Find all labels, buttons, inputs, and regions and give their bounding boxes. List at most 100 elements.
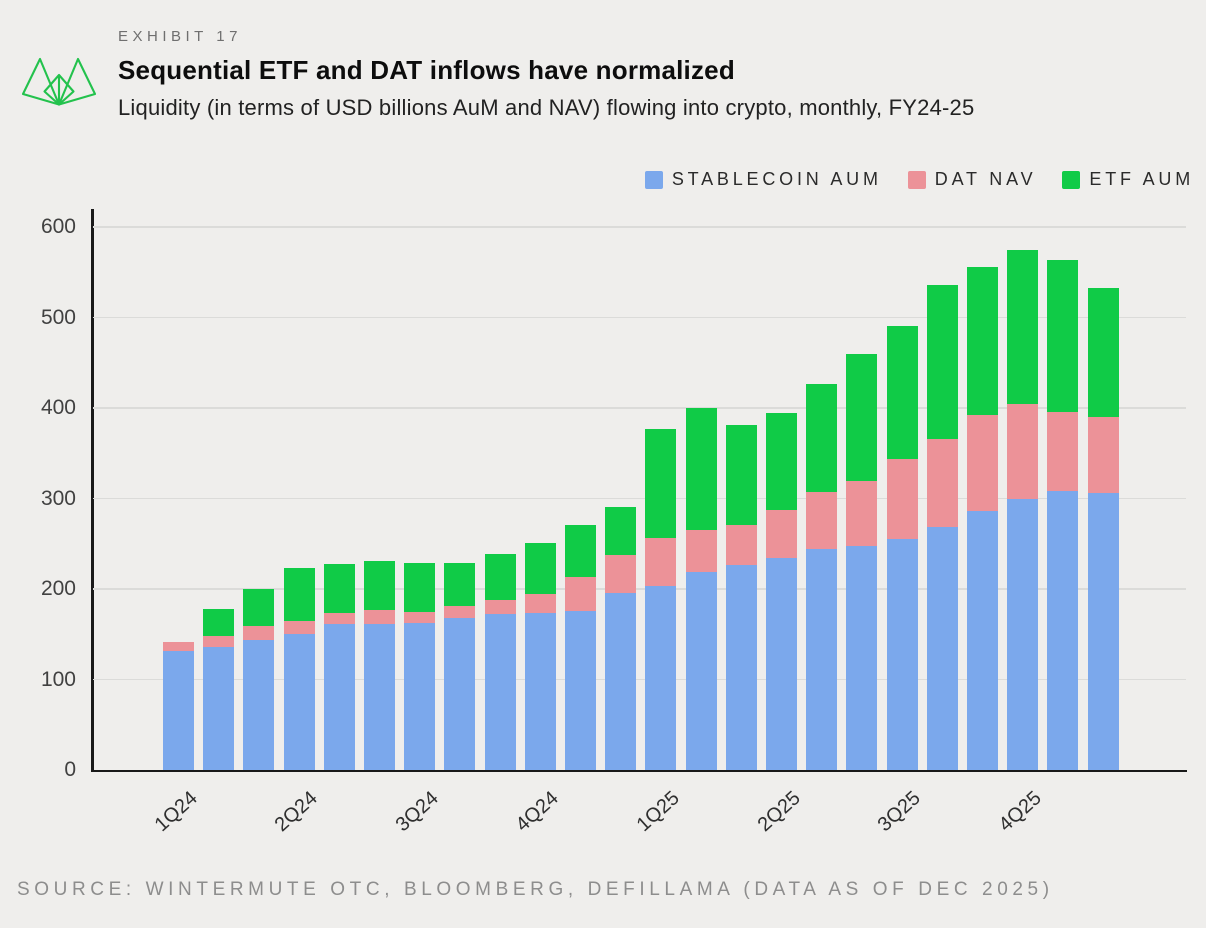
bar-segment	[565, 577, 596, 611]
bar-segment	[886, 458, 918, 540]
x-tick-label: 4Q24	[511, 787, 564, 837]
bar-segment	[404, 623, 436, 770]
bar-segment	[725, 425, 757, 525]
bar-segment	[886, 539, 918, 770]
bar-segment	[565, 524, 596, 578]
bar-segment	[404, 611, 436, 624]
bar-segment	[364, 609, 395, 625]
bar-segment	[283, 568, 315, 621]
bar-segment	[645, 538, 677, 587]
bar-segment	[1007, 404, 1039, 500]
bar-segment	[725, 564, 757, 770]
chart-subtitle: Liquidity (in terms of USD billions AuM …	[118, 95, 975, 120]
bar-segment	[645, 586, 677, 770]
legend-item: ETF AUM	[1062, 169, 1194, 190]
gridline	[93, 316, 1186, 319]
bar-segment	[967, 511, 998, 770]
bar-segment	[364, 624, 395, 770]
chart-header: EXHIBIT 17 Sequential ETF and DAT inflow…	[118, 28, 974, 121]
bar-segment	[1087, 417, 1119, 494]
bar-segment	[1047, 411, 1079, 492]
bar-segment	[645, 428, 677, 539]
page-title: Sequential ETF and DAT inflows have norm…	[118, 55, 735, 85]
legend-item: DAT NAV	[907, 169, 1037, 190]
bar-segment	[766, 510, 797, 559]
bar-segment	[926, 526, 958, 770]
legend-label: ETF AUM	[1089, 169, 1194, 189]
bar-segment	[806, 549, 838, 770]
y-tick-label: 0	[64, 758, 76, 781]
bar-segment	[605, 554, 637, 593]
bar-segment	[806, 383, 838, 493]
bar-segment	[524, 594, 556, 613]
bar-segment	[203, 636, 235, 647]
legend-label: STABLECOIN AUM	[671, 169, 882, 189]
bar-segment	[203, 646, 235, 770]
y-tick-label: 400	[40, 396, 76, 419]
bar-segment	[886, 325, 918, 459]
y-tick-label: 100	[40, 667, 76, 691]
bar-segment	[926, 284, 958, 439]
bar-segment	[565, 610, 596, 770]
bar-segment	[404, 562, 436, 612]
bar-segment	[243, 639, 275, 770]
bar-segment	[484, 553, 516, 600]
bar-segment	[1087, 493, 1119, 770]
bar-segment	[163, 650, 194, 770]
bar-segment	[484, 599, 516, 615]
bar-segment	[806, 492, 838, 550]
bar-segment	[524, 542, 556, 595]
y-tick-label: 300	[40, 486, 76, 510]
bar-segment	[323, 612, 355, 625]
bar-segment	[846, 481, 878, 546]
bar-segment	[605, 592, 637, 770]
bar-segment	[243, 626, 275, 640]
bar-segment	[163, 642, 194, 651]
bar-segment	[323, 563, 355, 613]
gridline	[93, 226, 1186, 228]
bar-segment	[243, 589, 275, 627]
gridline	[93, 678, 1186, 681]
gridline	[93, 588, 1186, 590]
chart-legend: STABLECOIN AUM DAT NAV ETF AUM	[644, 169, 1194, 190]
bar-segment	[725, 524, 757, 565]
x-tick-label: 3Q24	[391, 787, 443, 837]
bar-segment	[846, 545, 878, 770]
bar-segment	[444, 617, 476, 770]
bar-segment	[967, 266, 998, 416]
x-axis-spine	[91, 769, 1187, 772]
legend-item: STABLECOIN AUM	[644, 169, 882, 190]
x-tick-label: 1Q25	[632, 787, 684, 837]
bar-segment	[1007, 249, 1039, 405]
bar-segment	[444, 606, 476, 618]
legend-swatch-icon	[644, 170, 663, 189]
x-tick-label: 4Q25	[994, 787, 1046, 837]
legend-swatch-icon	[907, 170, 926, 189]
x-tick-label: 1Q24	[150, 787, 202, 837]
stacked-bar-chart	[93, 226, 1186, 770]
bar-segment	[766, 412, 797, 511]
legend-swatch-icon	[1062, 170, 1081, 189]
gridline	[93, 497, 1186, 500]
wintermute-logo	[19, 55, 97, 112]
wintermute-logo-icon	[21, 57, 97, 106]
x-tick-label: 2Q25	[753, 787, 805, 837]
bar-segment	[1087, 287, 1119, 418]
bar-segment	[203, 608, 235, 637]
y-tick-label: 500	[40, 305, 76, 329]
bar-segment	[926, 438, 958, 527]
bar-segment	[605, 506, 637, 555]
source-line: SOURCE: WINTERMUTE OTC, BLOOMBERG, DEFIL…	[17, 879, 1054, 900]
bar-segment	[685, 408, 717, 531]
bar-segment	[524, 612, 556, 770]
bar-segment	[685, 530, 717, 572]
y-tick-label: 200	[40, 577, 76, 600]
x-tick-label: 3Q25	[873, 787, 925, 837]
bar-segment	[283, 620, 315, 635]
bar-segment	[484, 614, 516, 770]
bar-segment	[846, 353, 878, 482]
y-axis-spine	[91, 209, 94, 772]
x-tick-label: 2Q24	[270, 787, 322, 837]
bar-segment	[967, 415, 998, 512]
gridline	[93, 407, 1186, 409]
